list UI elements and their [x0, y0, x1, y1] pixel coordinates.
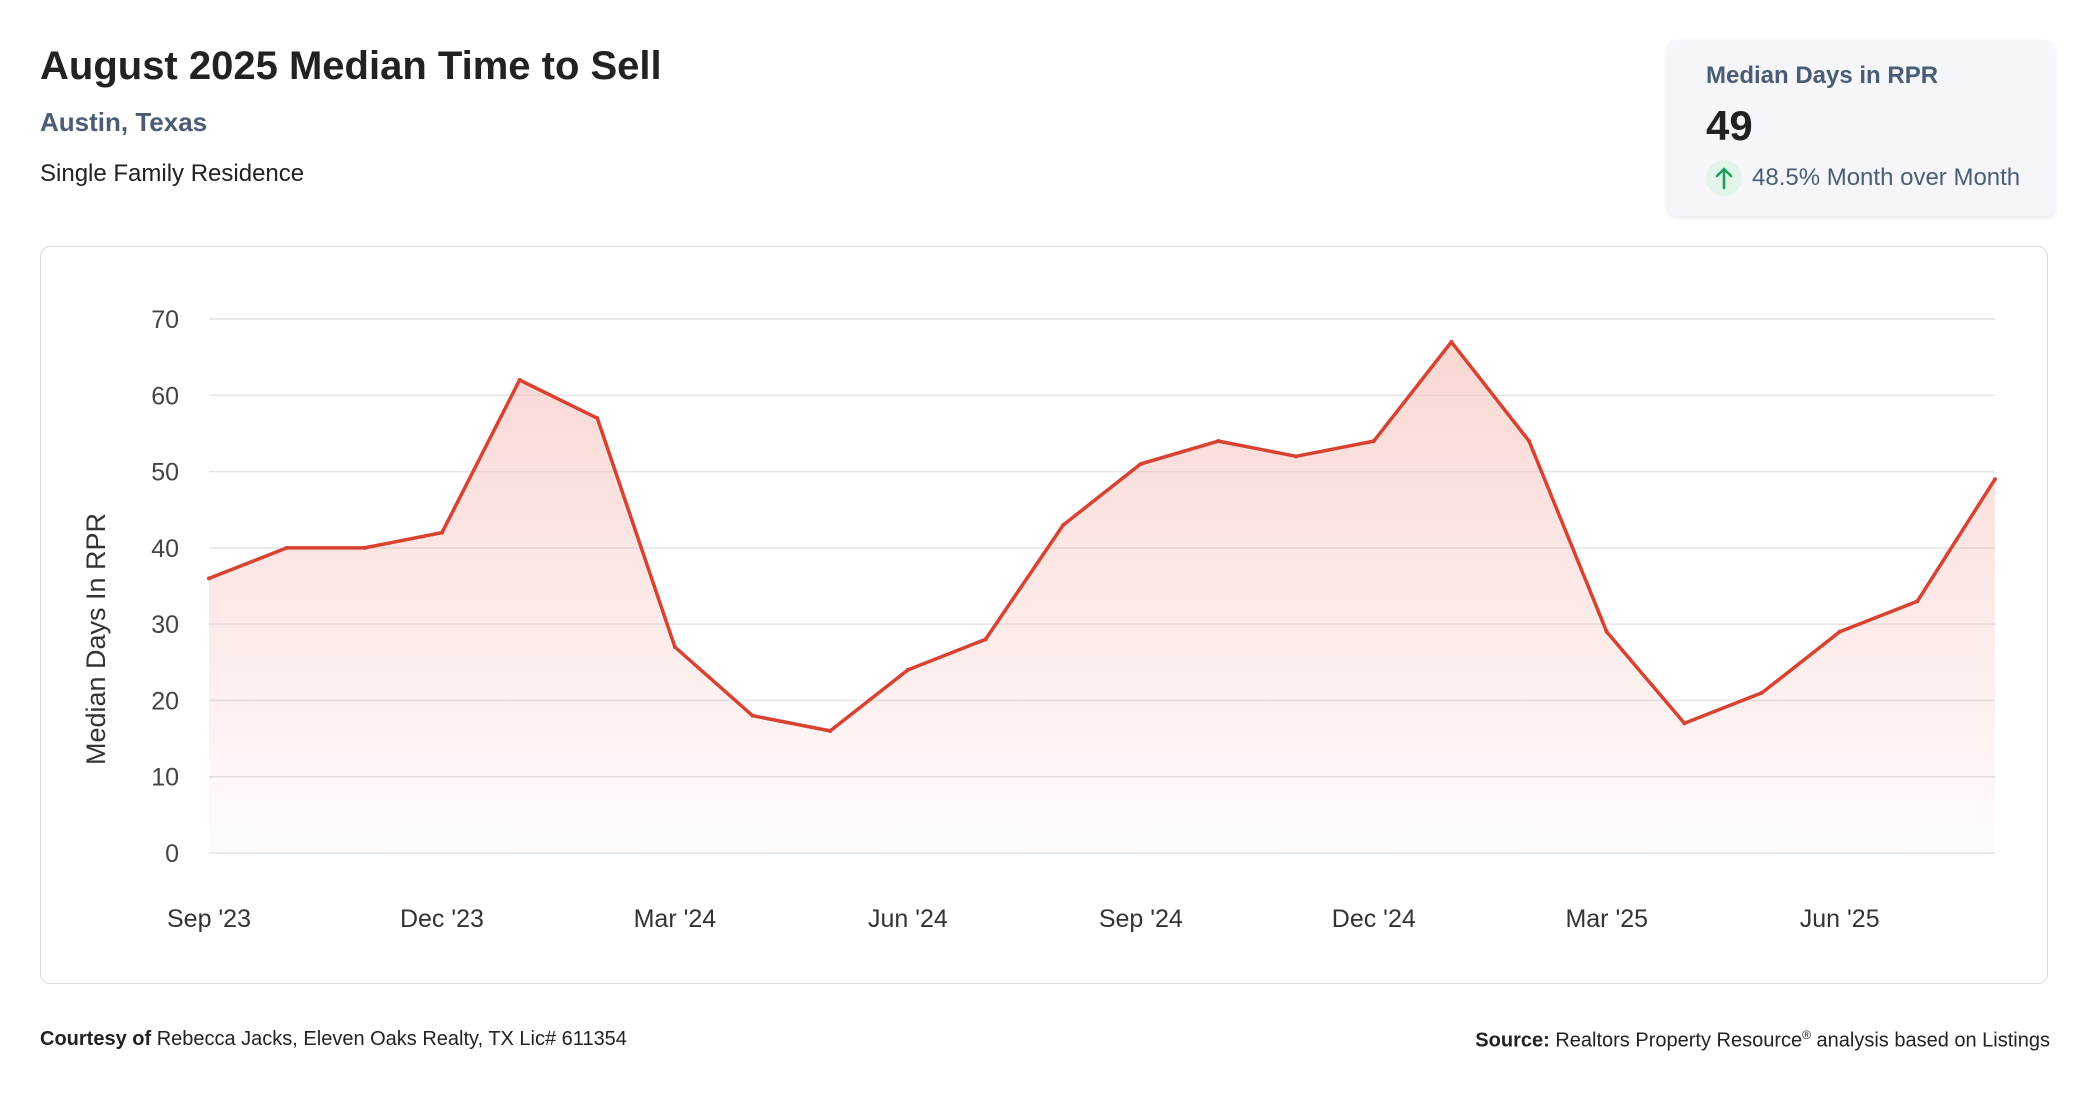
- y-axis-label: Median Days In RPR: [81, 513, 111, 765]
- data-point[interactable]: [1837, 629, 1842, 634]
- y-tick-label: 60: [151, 382, 179, 410]
- x-tick-label: Jun '25: [1800, 905, 1880, 933]
- stat-change: 48.5% Month over Month: [1706, 160, 2020, 196]
- data-point[interactable]: [1294, 454, 1299, 459]
- y-tick-label: 50: [151, 459, 179, 487]
- y-tick-label: 70: [151, 306, 179, 334]
- data-point[interactable]: [207, 576, 211, 581]
- data-point[interactable]: [1138, 461, 1143, 466]
- y-tick-label: 20: [151, 687, 179, 715]
- data-point[interactable]: [1371, 439, 1376, 444]
- stat-change-text: 48.5% Month over Month: [1752, 164, 2021, 191]
- x-tick-label: Dec '23: [400, 905, 484, 933]
- courtesy-text: Rebecca Jacks, Eleven Oaks Realty, TX Li…: [156, 1028, 627, 1050]
- data-point[interactable]: [983, 637, 988, 642]
- data-point[interactable]: [362, 545, 367, 550]
- x-tick-label: Mar '24: [634, 905, 717, 933]
- median-days-chart: 0 10 20 30 40 50 60 70 Sep '23 Dec '23 Mar '24 Jun…: [81, 306, 1997, 933]
- x-tick-label: Mar '25: [1565, 905, 1648, 933]
- data-point[interactable]: [828, 728, 833, 733]
- property-type-label: Single Family Residence: [40, 160, 305, 187]
- y-tick-label: 0: [165, 840, 179, 868]
- data-point[interactable]: [1993, 477, 1997, 482]
- source-text-1: Realtors Property Resource: [1555, 1029, 1803, 1052]
- data-point[interactable]: [1915, 599, 1920, 604]
- data-point[interactable]: [1682, 721, 1687, 726]
- data-point[interactable]: [905, 667, 910, 672]
- source-text-2: analysis based on Listings: [1810, 1029, 2051, 1052]
- data-point[interactable]: [439, 530, 444, 535]
- data-point[interactable]: [595, 416, 600, 421]
- series-line: [208, 340, 1997, 733]
- courtesy-footer: Courtesy of Rebecca Jacks, Eleven Oaks R…: [40, 1028, 627, 1051]
- chart-container: 0 10 20 30 40 50 60 70 Sep '23 Dec '23 Mar '24 Jun…: [40, 246, 2048, 984]
- data-point[interactable]: [1760, 690, 1765, 695]
- data-point[interactable]: [1216, 439, 1221, 444]
- registered-mark: ®: [1802, 1028, 1811, 1042]
- y-tick-label: 10: [151, 764, 179, 792]
- median-days-stat-card: Median Days in RPR 49 48.5% Month over M…: [1668, 40, 2054, 216]
- data-point[interactable]: [1604, 629, 1609, 634]
- data-point[interactable]: [750, 713, 755, 718]
- x-tick-label: Dec '24: [1332, 905, 1416, 933]
- x-tick-label: Sep '23: [167, 905, 251, 933]
- area-fill: [209, 341, 1995, 853]
- data-point[interactable]: [517, 378, 522, 383]
- x-tick-label: Sep '24: [1099, 905, 1183, 933]
- stat-label: Median Days in RPR: [1706, 62, 1939, 89]
- source-footer: Source: Realtors Property Resource® anal…: [1475, 1028, 2050, 1053]
- data-point[interactable]: [284, 545, 289, 550]
- arrow-up-icon: [1706, 160, 1742, 196]
- x-tick-label: Jun '24: [868, 905, 948, 933]
- y-tick-label: 30: [151, 611, 179, 639]
- data-point[interactable]: [1061, 522, 1066, 527]
- y-tick-label: 40: [151, 535, 179, 563]
- courtesy-label: Courtesy of: [40, 1028, 152, 1050]
- location-subtitle: Austin, Texas: [40, 107, 208, 137]
- data-point[interactable]: [1449, 339, 1454, 344]
- stat-value: 49: [1706, 102, 1753, 149]
- data-point[interactable]: [1527, 439, 1532, 444]
- source-label: Source:: [1475, 1029, 1550, 1052]
- data-point[interactable]: [672, 645, 677, 650]
- page-title: August 2025 Median Time to Sell: [40, 44, 662, 88]
